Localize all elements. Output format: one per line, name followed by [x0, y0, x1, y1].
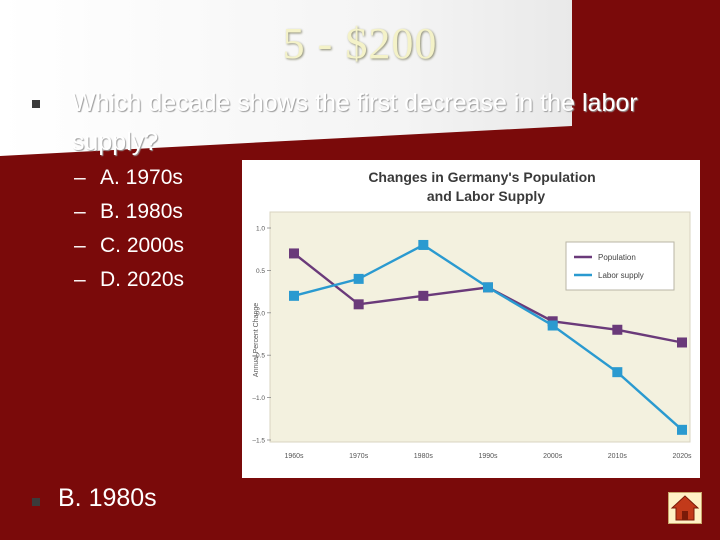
legend-label: Population	[598, 253, 636, 262]
chart-title-line-2: and Labor Supply	[427, 188, 545, 204]
y-tick-label: –1.0	[252, 395, 265, 402]
option-label: C. 2000s	[100, 234, 185, 257]
line-chart: Changes in Germany's Population and Labor…	[252, 169, 692, 460]
y-tick-label: –1.5	[252, 438, 265, 445]
y-tick-label: 0.5	[256, 268, 265, 275]
x-tick-label: 2010s	[608, 453, 628, 460]
data-point	[418, 239, 429, 250]
option-label: B. 1980s	[100, 200, 183, 223]
data-point	[612, 367, 623, 378]
data-point	[677, 424, 687, 435]
slide-title: 5 - $200	[282, 19, 438, 68]
x-tick-label: 2000s	[543, 453, 563, 460]
y-tick-label: –0.5	[252, 353, 265, 360]
y-tick-label: 1.0	[256, 226, 265, 233]
y-axis-label: Annual Percent Change	[253, 303, 260, 377]
home-icon	[670, 495, 700, 521]
option-a: – A. 1970s	[74, 166, 183, 190]
data-point	[289, 290, 299, 301]
option-dash: –	[74, 268, 86, 291]
question-text: Which decade shows the first decrease in…	[72, 89, 638, 156]
legend-box	[565, 241, 675, 291]
x-tick-label: 1960s	[284, 453, 304, 460]
legend-label: Labor supply	[598, 271, 644, 280]
data-point	[289, 248, 299, 259]
data-point	[677, 337, 687, 348]
answer-text: B. 1980s	[58, 484, 157, 512]
option-dash: –	[74, 234, 86, 257]
home-button[interactable]	[668, 492, 702, 524]
data-point	[353, 299, 364, 310]
option-b: – B. 1980s	[74, 200, 183, 224]
option-dash: –	[74, 166, 86, 189]
data-point	[418, 290, 429, 301]
y-tick-label: 0.0	[256, 310, 265, 317]
option-label: D. 2020s	[100, 268, 185, 291]
chart-title-line-1: Changes in Germany's Population	[368, 169, 595, 185]
option-label: A. 1970s	[100, 166, 183, 189]
option-c: – C. 2000s	[74, 234, 184, 258]
data-point	[353, 273, 364, 284]
x-tick-label: 2020s	[672, 453, 692, 460]
x-tick-label: 1980s	[414, 453, 434, 460]
x-tick-label: 1970s	[349, 453, 369, 460]
chart-panel: Changes in Germany's Population and Labor…	[242, 160, 700, 478]
square-bullet-icon	[32, 100, 40, 108]
square-bullet-icon	[32, 498, 40, 506]
data-point	[483, 282, 493, 293]
option-dash: –	[74, 200, 86, 223]
option-d: – D. 2020s	[74, 268, 184, 292]
data-point	[547, 320, 558, 331]
data-point	[612, 324, 623, 335]
x-tick-label: 1990s	[478, 453, 498, 460]
